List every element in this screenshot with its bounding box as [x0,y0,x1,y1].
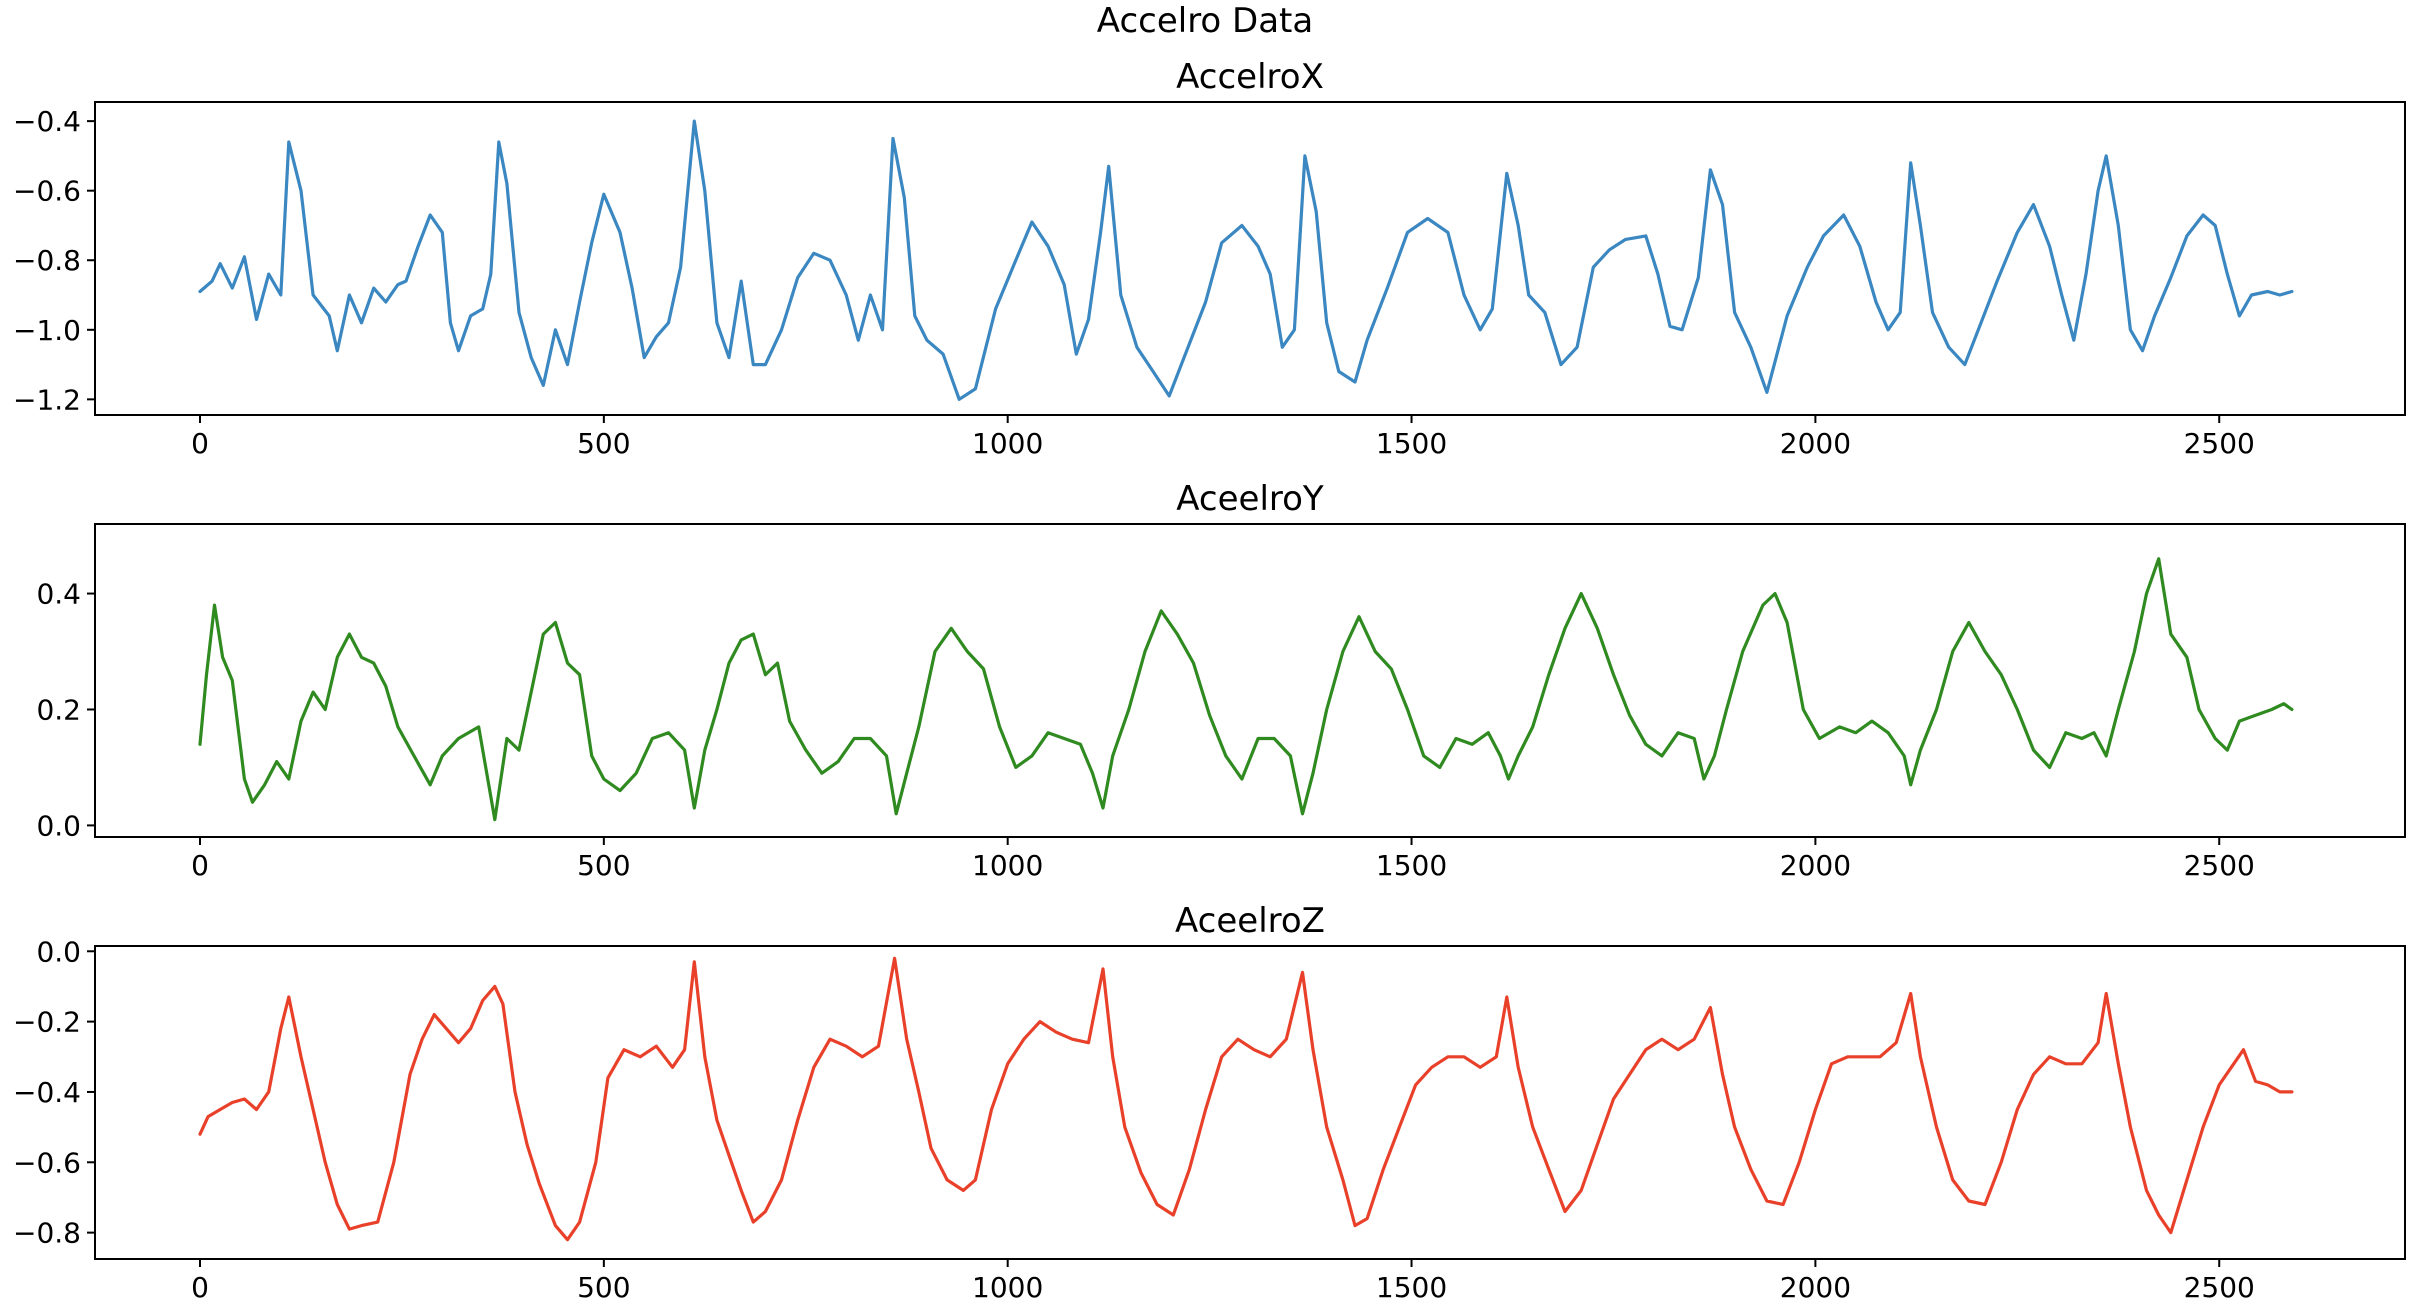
y-tick-label: −0.6 [13,175,81,208]
x-tick-label: 1500 [1376,1271,1447,1304]
chart-panel-1: AccelroX 0 500 1000 1500 2000 2500 −1.2 −1.0 −0.8… [13,57,2406,460]
chart-panel-3: AceelroZ 0 500 1000 1500 2000 2500 −0.8 −0.6 −0.4… [13,901,2406,1304]
series-line-1 [198,956,2294,1242]
x-tick-label: 0 [191,427,209,460]
x-tick-label: 1000 [972,849,1043,882]
y-tick-label: −1.2 [13,383,81,416]
y-tick-label: −0.8 [13,1217,81,1250]
x-tick-label: 2000 [1780,849,1851,882]
x-tick-label: 1500 [1376,427,1447,460]
x-tick-label: 500 [577,849,630,882]
plot-frame [94,523,2406,838]
x-tick-label: 0 [191,849,209,882]
y-tick-label: 0.0 [36,935,81,968]
x-tick-label: 0 [191,1271,209,1304]
y-tick-label: −0.4 [13,105,81,138]
series-line-1 [198,557,2294,822]
plot-frame [94,945,2406,1260]
y-tick-label: −0.4 [13,1076,81,1109]
y-tick-label: 0.0 [36,809,81,842]
x-tick-label: 2000 [1780,1271,1851,1304]
x-tick-label: 2500 [2184,1271,2255,1304]
figure-title: Accelro Data [1097,1,1313,41]
chart-panel-2: AceelroY 0 500 1000 1500 2000 2500 0.0 0.2 0.4 [36,479,2406,882]
x-tick-label: 500 [577,1271,630,1304]
x-tick-label: 2000 [1780,427,1851,460]
y-tick-label: −0.8 [13,244,81,277]
y-tick-label: 0.4 [36,578,81,611]
x-tick-label: 1500 [1376,849,1447,882]
x-tick-label: 500 [577,427,630,460]
chart-title: AceelroY [1176,479,1324,519]
x-tick-label: 1000 [972,427,1043,460]
y-tick-label: −1.0 [13,314,81,347]
chart-title: AceelroZ [1175,901,1325,941]
x-tick-label: 2500 [2184,427,2255,460]
y-tick-label: −0.2 [13,1006,81,1039]
plot-frame [94,101,2406,416]
y-tick-label: 0.2 [36,693,81,726]
x-tick-label: 2500 [2184,849,2255,882]
series-line-1 [198,119,2294,401]
y-tick-label: −0.6 [13,1146,81,1179]
x-tick-label: 1000 [972,1271,1043,1304]
chart-title: AccelroX [1176,57,1324,97]
